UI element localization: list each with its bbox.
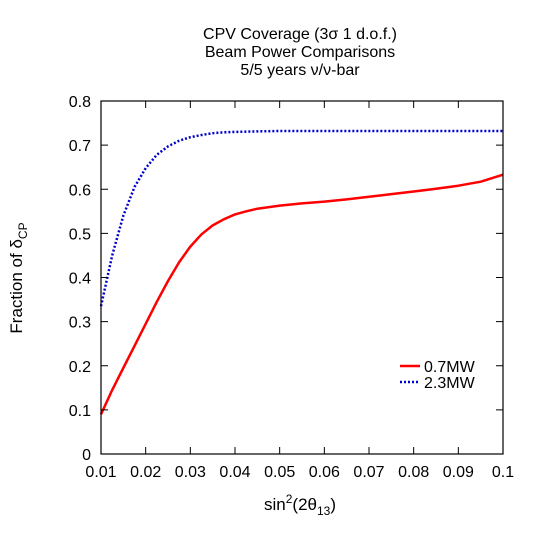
y-axis-label-base: Fraction of δ bbox=[7, 239, 26, 334]
y-axis: 0 0.1 0.2 0.3 0.4 0.5 0.6 0.7 0.8 bbox=[69, 94, 503, 464]
y-tick-label-3: 0.3 bbox=[69, 315, 91, 332]
y-tick-label-8: 0.8 bbox=[69, 94, 91, 111]
x-tick-label-6: 0.07 bbox=[353, 464, 384, 481]
chart-title-line-2: Beam Power Comparisons bbox=[205, 44, 395, 61]
x-tick-label-7: 0.08 bbox=[398, 464, 429, 481]
chart-title: CPV Coverage (3σ 1 d.o.f.) Beam Power Co… bbox=[203, 26, 397, 79]
x-axis-label: sin2(2θ13) bbox=[264, 492, 336, 518]
y-tick-label-1: 0.1 bbox=[69, 403, 91, 420]
y-tick-label-6: 0.6 bbox=[69, 182, 91, 199]
series-line-0-7mw bbox=[99, 173, 504, 415]
x-tick-label-0: 0.01 bbox=[85, 464, 116, 481]
x-axis-label-end: ) bbox=[330, 495, 336, 514]
x-axis-label-sup: 2 bbox=[286, 492, 293, 506]
x-tick-label-4: 0.05 bbox=[264, 464, 295, 481]
y-axis-label-sub: CP bbox=[16, 222, 30, 239]
x-tick-label-8: 0.09 bbox=[443, 464, 474, 481]
y-tick-label-4: 0.4 bbox=[69, 271, 91, 288]
x-tick-label-3: 0.04 bbox=[219, 464, 250, 481]
y-tick-label-0: 0 bbox=[82, 447, 91, 464]
y-tick-label-5: 0.5 bbox=[69, 226, 91, 243]
x-axis: 0.01 0.02 0.03 0.04 0.05 0.06 0.07 0.08 0.09 0.1 bbox=[85, 101, 514, 481]
x-axis-label-base: sin bbox=[264, 495, 286, 514]
legend: 0.7MW 2.3MW bbox=[400, 359, 476, 392]
x-axis-label-mid: (2θ bbox=[292, 495, 317, 514]
legend-label-0-7mw: 0.7MW bbox=[424, 359, 476, 376]
plot-frame bbox=[100, 100, 504, 455]
x-tick-label-5: 0.06 bbox=[309, 464, 340, 481]
y-tick-label-2: 0.2 bbox=[69, 359, 91, 376]
x-tick-label-2: 0.03 bbox=[175, 464, 206, 481]
y-axis-label: Fraction of δCP bbox=[7, 222, 30, 333]
x-tick-label-9: 0.1 bbox=[492, 464, 514, 481]
chart-title-line-1: CPV Coverage (3σ 1 d.o.f.) bbox=[203, 26, 397, 43]
chart-title-line-3: 5/5 years ν/ν-bar bbox=[240, 62, 360, 79]
x-axis-label-sub: 13 bbox=[317, 504, 331, 518]
legend-label-2-3mw: 2.3MW bbox=[424, 375, 476, 392]
x-tick-label-1: 0.02 bbox=[130, 464, 161, 481]
series-layer bbox=[99, 129, 504, 415]
y-tick-label-7: 0.7 bbox=[69, 138, 91, 155]
series-line-2-3mw bbox=[99, 129, 503, 307]
